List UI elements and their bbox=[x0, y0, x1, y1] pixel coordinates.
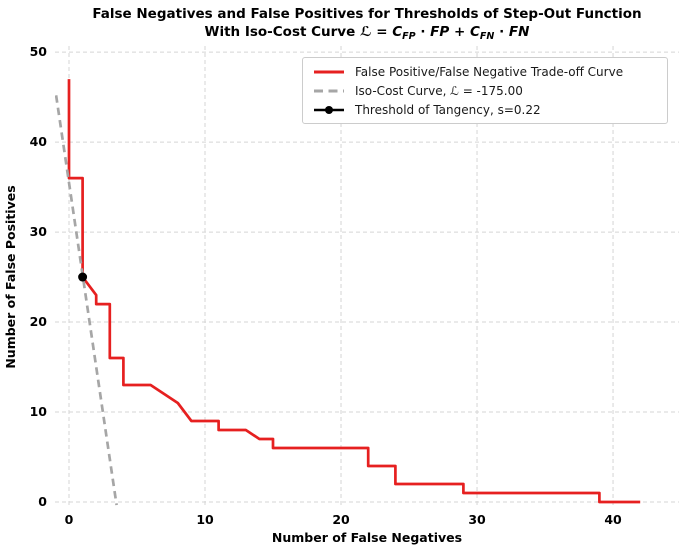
legend: False Positive/False Negative Trade-off … bbox=[302, 57, 668, 124]
chart-title-line2: With Iso-Cost Curve ℒ = CFP · FP + CFN ·… bbox=[204, 24, 530, 42]
iso-cost-line bbox=[55, 95, 118, 506]
x-axis-label: Number of False Negatives bbox=[271, 530, 463, 545]
legend-label: Threshold of Tangency, s=0.22 bbox=[355, 102, 541, 117]
y-tick-label: 30 bbox=[29, 224, 47, 240]
plot-area bbox=[55, 46, 679, 508]
script-l-symbol: ℒ bbox=[450, 83, 459, 98]
red-line-icon bbox=[314, 70, 344, 73]
x-tick-label: 20 bbox=[332, 512, 350, 527]
x-tick-label: 0 bbox=[64, 512, 74, 527]
legend-item-tangency: Threshold of Tangency, s=0.22 bbox=[312, 101, 658, 119]
script-l-symbol: ℒ bbox=[359, 24, 372, 40]
legend-item-tradeoff: False Positive/False Negative Trade-off … bbox=[312, 63, 658, 81]
tradeoff-curve bbox=[67, 79, 641, 504]
x-tick-label: 40 bbox=[604, 512, 622, 527]
y-tick-label: 0 bbox=[38, 493, 47, 509]
y-tick-label: 20 bbox=[29, 314, 47, 330]
tangency-marker bbox=[78, 272, 88, 282]
chart-title: False Negatives and False Positives for … bbox=[55, 5, 679, 46]
x-tick-label: 10 bbox=[196, 512, 214, 527]
legend-label: False Positive/False Negative Trade-off … bbox=[355, 64, 624, 79]
y-tick-label: 40 bbox=[29, 134, 47, 150]
legend-label: Iso-Cost Curve, ℒ = -175.00 bbox=[355, 83, 523, 98]
x-tick-label: 30 bbox=[468, 512, 486, 527]
y-tick-label: 10 bbox=[29, 404, 47, 420]
legend-item-isocost: Iso-Cost Curve, ℒ = -175.00 bbox=[312, 82, 658, 100]
gray-dashed-line-icon bbox=[314, 89, 344, 92]
black-line-dot-marker-icon bbox=[314, 105, 344, 114]
y-tick-label: 50 bbox=[29, 44, 47, 60]
chart-title-line1: False Negatives and False Positives for … bbox=[92, 6, 642, 22]
y-axis-label: Number of False Positives bbox=[3, 185, 18, 369]
